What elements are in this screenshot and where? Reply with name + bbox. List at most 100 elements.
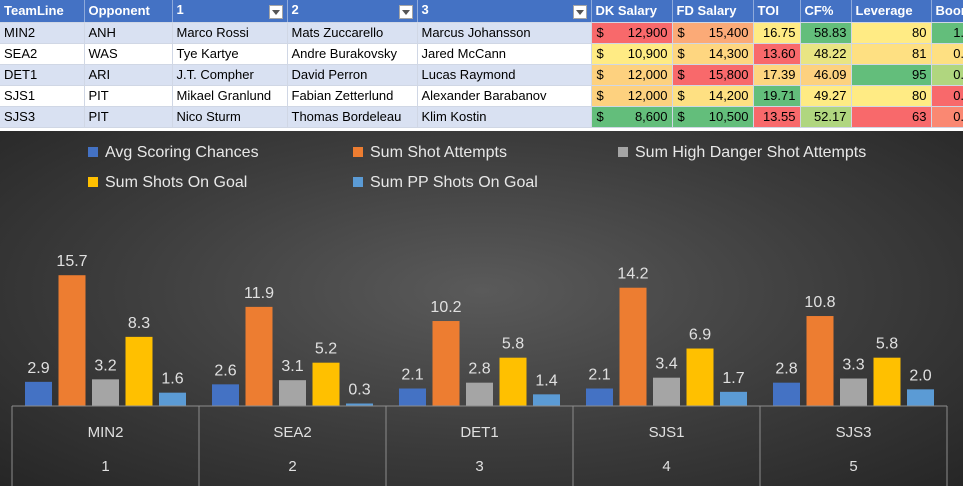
- header-opponent[interactable]: Opponent: [84, 0, 173, 23]
- header-toi[interactable]: TOI: [753, 0, 801, 23]
- cell-player-1[interactable]: J.T. Compher: [172, 64, 288, 86]
- header-dk-salary[interactable]: DK Salary: [591, 0, 673, 23]
- cell-boom[interactable]: 0.90: [931, 106, 963, 128]
- cell-opponent[interactable]: PIT: [84, 85, 173, 107]
- bar-sum-shots-on-goal-sjs1[interactable]: [686, 348, 714, 406]
- cell-boom[interactable]: 0.97: [931, 64, 963, 86]
- cell-boom[interactable]: 1.00: [931, 22, 963, 44]
- cell-fd-salary[interactable]: $14,200: [672, 85, 754, 107]
- bar-sum-high-danger-shot-attempts-min2[interactable]: [92, 379, 119, 406]
- header-leverage[interactable]: Leverage: [851, 0, 932, 23]
- header-boom[interactable]: Boom: [931, 0, 963, 23]
- cell-fd-salary[interactable]: $14,300: [672, 43, 754, 65]
- legend-swatch-sum-shots-on-goal[interactable]: [88, 177, 98, 187]
- cell-teamline[interactable]: SJS1: [0, 85, 85, 107]
- filter-dropdown-icon[interactable]: [398, 5, 413, 20]
- cell-cf-percent[interactable]: 46.09: [800, 64, 852, 86]
- bar-sum-shots-on-goal-sea2[interactable]: [312, 362, 340, 406]
- cell-fd-salary[interactable]: $10,500: [672, 106, 754, 128]
- cell-player-1[interactable]: Mikael Granlund: [172, 85, 288, 107]
- cell-toi[interactable]: 16.75: [753, 22, 801, 44]
- bar-sum-pp-shots-on-goal-det1[interactable]: [533, 394, 560, 406]
- cell-player-1[interactable]: Nico Sturm: [172, 106, 288, 128]
- cell-leverage[interactable]: 80: [851, 85, 932, 107]
- cell-player-3[interactable]: Alexander Barabanov: [417, 85, 592, 107]
- bar-avg-scoring-chances-sea2[interactable]: [212, 384, 239, 406]
- cell-dk-salary[interactable]: $8,600: [591, 106, 673, 128]
- header-player-2[interactable]: 2: [287, 0, 418, 23]
- legend-label-avg-scoring-chances[interactable]: Avg Scoring Chances: [105, 144, 259, 161]
- header-player-1[interactable]: 1: [172, 0, 288, 23]
- cell-cf-percent[interactable]: 48.22: [800, 43, 852, 65]
- cell-boom[interactable]: 0.94: [931, 43, 963, 65]
- cell-player-2[interactable]: David Perron: [287, 64, 418, 86]
- cell-teamline[interactable]: SEA2: [0, 43, 85, 65]
- cell-player-2[interactable]: Fabian Zetterlund: [287, 85, 418, 107]
- legend-label-sum-high-danger-shot-attempts[interactable]: Sum High Danger Shot Attempts: [635, 144, 866, 161]
- legend-label-sum-shot-attempts[interactable]: Sum Shot Attempts: [370, 144, 507, 161]
- cell-player-2[interactable]: Mats Zuccarello: [287, 22, 418, 44]
- bar-sum-pp-shots-on-goal-sea2[interactable]: [346, 403, 373, 406]
- cell-dk-salary[interactable]: $12,900: [591, 22, 673, 44]
- cell-dk-salary[interactable]: $12,000: [591, 64, 673, 86]
- cell-toi[interactable]: 13.60: [753, 43, 801, 65]
- bar-avg-scoring-chances-sjs1[interactable]: [586, 388, 613, 406]
- cell-leverage[interactable]: 81: [851, 43, 932, 65]
- legend-swatch-sum-pp-shots-on-goal[interactable]: [353, 177, 363, 187]
- bar-sum-high-danger-shot-attempts-sjs3[interactable]: [840, 378, 867, 406]
- bar-avg-scoring-chances-sjs3[interactable]: [773, 382, 800, 406]
- cell-teamline[interactable]: SJS3: [0, 106, 85, 128]
- cell-player-1[interactable]: Tye Kartye: [172, 43, 288, 65]
- cell-opponent[interactable]: ANH: [84, 22, 173, 44]
- cell-player-3[interactable]: Jared McCann: [417, 43, 592, 65]
- header-cf-percent[interactable]: CF%: [800, 0, 852, 23]
- bar-sum-shot-attempts-sea2[interactable]: [245, 306, 273, 406]
- bar-sum-shots-on-goal-sjs3[interactable]: [873, 357, 901, 406]
- cell-cf-percent[interactable]: 58.83: [800, 22, 852, 44]
- filter-dropdown-icon[interactable]: [572, 5, 587, 20]
- cell-leverage[interactable]: 63: [851, 106, 932, 128]
- cell-opponent[interactable]: PIT: [84, 106, 173, 128]
- cell-cf-percent[interactable]: 49.27: [800, 85, 852, 107]
- cell-player-2[interactable]: Andre Burakovsky: [287, 43, 418, 65]
- header-teamline[interactable]: TeamLine: [0, 0, 85, 23]
- bar-sum-shot-attempts-min2[interactable]: [58, 275, 86, 406]
- header-player-3[interactable]: 3: [417, 0, 592, 23]
- cell-player-2[interactable]: Thomas Bordeleau: [287, 106, 418, 128]
- cell-leverage[interactable]: 80: [851, 22, 932, 44]
- bar-avg-scoring-chances-min2[interactable]: [25, 381, 52, 406]
- filter-dropdown-icon[interactable]: [268, 5, 283, 20]
- bar-sum-shot-attempts-sjs1[interactable]: [619, 287, 647, 406]
- cell-teamline[interactable]: DET1: [0, 64, 85, 86]
- bar-sum-pp-shots-on-goal-sjs1[interactable]: [720, 391, 747, 406]
- cell-player-3[interactable]: Klim Kostin: [417, 106, 592, 128]
- legend-swatch-sum-shot-attempts[interactable]: [353, 147, 363, 157]
- legend-label-sum-shots-on-goal[interactable]: Sum Shots On Goal: [105, 174, 247, 191]
- bar-sum-shot-attempts-sjs3[interactable]: [806, 316, 834, 406]
- cell-opponent[interactable]: ARI: [84, 64, 173, 86]
- cell-dk-salary[interactable]: $12,000: [591, 85, 673, 107]
- cell-fd-salary[interactable]: $15,400: [672, 22, 754, 44]
- cell-teamline[interactable]: MIN2: [0, 22, 85, 44]
- cell-toi[interactable]: 19.71: [753, 85, 801, 107]
- legend-swatch-avg-scoring-chances[interactable]: [88, 147, 98, 157]
- cell-dk-salary[interactable]: $10,900: [591, 43, 673, 65]
- bar-sum-high-danger-shot-attempts-sjs1[interactable]: [653, 377, 680, 406]
- bar-sum-pp-shots-on-goal-sjs3[interactable]: [907, 389, 934, 406]
- bar-sum-high-danger-shot-attempts-sea2[interactable]: [279, 380, 306, 406]
- header-fd-salary[interactable]: FD Salary: [672, 0, 754, 23]
- cell-toi[interactable]: 13.55: [753, 106, 801, 128]
- legend-swatch-sum-high-danger-shot-attempts[interactable]: [618, 147, 628, 157]
- cell-boom[interactable]: 0.89: [931, 85, 963, 107]
- bar-sum-shots-on-goal-det1[interactable]: [499, 357, 527, 406]
- cell-player-3[interactable]: Lucas Raymond: [417, 64, 592, 86]
- cell-fd-salary[interactable]: $15,800: [672, 64, 754, 86]
- bar-sum-shots-on-goal-min2[interactable]: [125, 336, 153, 406]
- cell-leverage[interactable]: 95: [851, 64, 932, 86]
- cell-opponent[interactable]: WAS: [84, 43, 173, 65]
- cell-player-3[interactable]: Marcus Johansson: [417, 22, 592, 44]
- legend-label-sum-pp-shots-on-goal[interactable]: Sum PP Shots On Goal: [370, 174, 538, 191]
- cell-toi[interactable]: 17.39: [753, 64, 801, 86]
- bar-avg-scoring-chances-det1[interactable]: [399, 388, 426, 406]
- bar-sum-high-danger-shot-attempts-det1[interactable]: [466, 382, 493, 406]
